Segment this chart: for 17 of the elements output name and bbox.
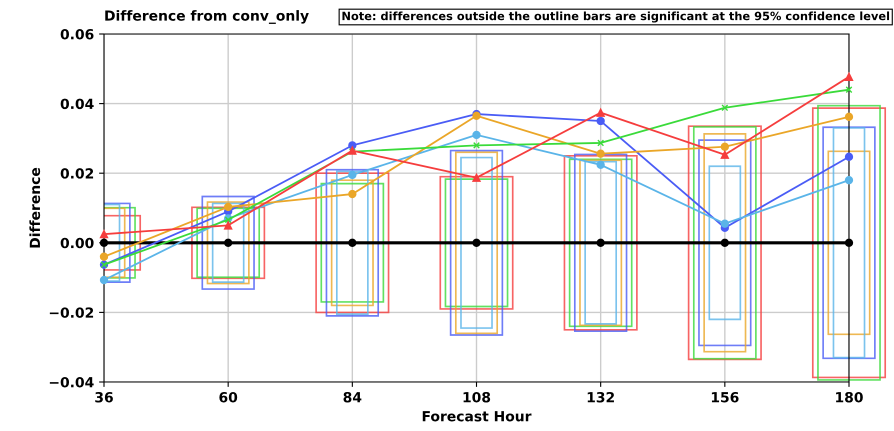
y-tick-label: 0.06 xyxy=(60,28,94,40)
y-tick-label: 0.04 xyxy=(60,98,94,110)
x-tick-label: 36 xyxy=(95,392,113,402)
x-tick-label: 156 xyxy=(712,392,739,402)
x-tick-label: 180 xyxy=(836,392,863,402)
y-axis-title: Difference xyxy=(29,168,40,248)
x-tick-label: 60 xyxy=(219,392,238,402)
y-tick-label: 0.02 xyxy=(60,168,94,179)
y-tick-label: 0.00 xyxy=(60,238,94,248)
chart-title: Difference from conv_only xyxy=(105,10,309,24)
x-axis-title: Forecast Hour xyxy=(422,411,532,422)
x-tick-label: 132 xyxy=(588,392,614,402)
text: Note: differences outside the outline bars are significant at the 95% confidence level xyxy=(342,11,890,23)
x-tick-label: 84 xyxy=(344,392,362,402)
x-tick-label: 108 xyxy=(464,392,490,402)
y-tick-label: −0.04 xyxy=(50,376,94,388)
y-tick-label: −0.02 xyxy=(50,307,94,318)
